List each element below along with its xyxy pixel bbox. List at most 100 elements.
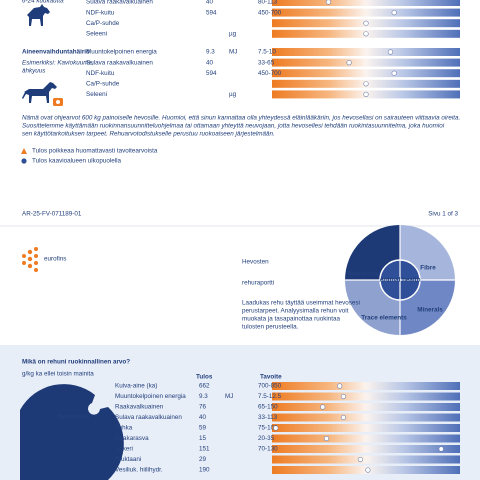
row-target: 33-65 xyxy=(258,59,275,66)
row-target: 65-150 xyxy=(258,404,278,411)
row-label: Raakarasva xyxy=(115,435,149,442)
result-dot xyxy=(363,31,369,37)
range-bar xyxy=(272,392,460,401)
puzzle-label: Fibre xyxy=(420,265,436,272)
result-dot xyxy=(391,70,397,76)
column-header: Tavoite xyxy=(260,374,282,381)
range-bar xyxy=(272,0,460,6)
horse-icon xyxy=(22,82,57,103)
group-subtitle: 6-24 kuukautta xyxy=(22,0,64,5)
report-description: muokata ja tasapainottaa ruokintaa xyxy=(242,316,341,323)
row-label: Sokeri xyxy=(115,446,133,453)
row-target: 7.5-12.5 xyxy=(258,393,282,400)
row-label: Seleeni xyxy=(86,30,107,37)
row-result: 29 xyxy=(199,456,207,463)
row-label: Ca/P-suhde xyxy=(86,80,120,87)
result-dot xyxy=(337,383,343,389)
row-target: 450-700 xyxy=(258,70,282,77)
row-target: 75-100 xyxy=(258,425,278,432)
row-unit: MJ xyxy=(225,393,233,400)
range-bar xyxy=(272,48,460,56)
row-result: 594 xyxy=(206,70,217,77)
badge-icon xyxy=(56,100,60,104)
row-label: Seleeni xyxy=(86,91,107,98)
row-result: 662 xyxy=(199,383,210,390)
row-label: Tuhka xyxy=(115,425,133,432)
row-label: Kuiva-aine (ka) xyxy=(115,383,157,390)
footer-page: Sivu 1 of 3 xyxy=(428,211,458,218)
report-description: Laadukas rehu täyttää useimmat hevosesi xyxy=(242,300,360,307)
result-dot xyxy=(438,446,444,452)
report-title: rehuraportti xyxy=(242,280,274,287)
logo-text: eurofins xyxy=(44,256,66,263)
column-header: Tulos xyxy=(196,374,213,381)
row-result: 40 xyxy=(206,59,214,66)
row-target: 70-130 xyxy=(258,446,278,453)
range-bar xyxy=(272,69,460,78)
row-label: Fruktaani xyxy=(115,456,141,463)
row-label: Sulava raakavalkuainen xyxy=(86,59,153,66)
group-subtitle: Esimerkiksi: Kaviokuume, xyxy=(22,60,94,67)
row-target: 80-113 xyxy=(258,0,278,6)
result-dot xyxy=(391,10,397,16)
result-dot xyxy=(340,393,347,400)
row-unit: MJ xyxy=(229,49,237,56)
result-dot xyxy=(363,91,369,97)
result-dot xyxy=(357,456,363,463)
result-dot xyxy=(346,59,352,66)
footer-code: AR-25-FV-071189-01 xyxy=(22,211,82,218)
result-dot xyxy=(320,404,326,410)
horse-icon xyxy=(27,4,50,26)
row-result: 190 xyxy=(199,467,210,474)
row-result: 151 xyxy=(199,446,210,453)
result-dot xyxy=(340,414,347,421)
note-text: Suosittelemme käyttämään ruokinnansuunni… xyxy=(22,123,445,130)
row-label: Ca/P-suhde xyxy=(86,20,120,27)
puzzle-label: Trace elements xyxy=(361,315,407,322)
row-result: 9.3 xyxy=(206,49,215,56)
report-description: perustarpeet. Analyysimalla rehun voit xyxy=(242,308,349,315)
row-target: 450-700 xyxy=(258,9,282,16)
logo-mark xyxy=(22,247,38,272)
row-label: Muuntokelpoinen energia xyxy=(86,49,157,56)
result-dot xyxy=(325,0,331,5)
row-target: 20-35 xyxy=(258,435,275,442)
row-unit: µg xyxy=(229,30,237,37)
result-dot xyxy=(365,467,371,473)
range-bar xyxy=(272,58,460,67)
puzzle-label: Nutritional xyxy=(348,271,380,278)
row-label: Sulava raakavalkuainen xyxy=(115,414,182,421)
result-dot xyxy=(363,20,369,26)
row-unit: µg xyxy=(229,91,237,98)
result-dot xyxy=(323,435,330,442)
legend-text: Tulos poikkeaa huomattavasti tavoitearvo… xyxy=(32,148,158,155)
row-result: 9.3 xyxy=(199,393,208,400)
section-heading: Mikä on rehuni ruokinnallinen arvo? xyxy=(22,359,130,366)
group-subtitle: ähkyuus xyxy=(22,68,46,75)
row-result: 40 xyxy=(199,414,207,421)
puzzle-label: Nutritional xyxy=(58,414,90,421)
legend-text: Tulos kaavioalueen ulkopuolella xyxy=(32,158,122,165)
row-target: 7.5-10 xyxy=(258,49,276,56)
row-result: 76 xyxy=(199,404,207,411)
range-bar xyxy=(272,403,460,411)
row-label: Muuntokelpoinen energia xyxy=(115,393,186,400)
note-text: Nämä ovat ohjearvot 600 kg painoiselle h… xyxy=(22,115,460,122)
range-bar xyxy=(272,434,460,443)
report-description: tulosten perusteella. xyxy=(242,324,299,331)
puzzle-label: Animal health xyxy=(379,277,420,284)
group-title: Aineenvaihduntahäiriö xyxy=(22,49,90,56)
legend-triangle xyxy=(21,148,27,154)
unit-note: g/kg ka ellei toisin mainita xyxy=(22,371,94,378)
row-label: NDF-kuitu xyxy=(86,70,115,77)
row-target: 33-113 xyxy=(258,414,278,421)
row-label: NDF-kuitu xyxy=(86,9,115,16)
result-dot xyxy=(273,425,279,431)
legend-dot xyxy=(21,158,27,164)
note-text: sen käyttötarkoituksen tarpeet. Rehuarvo… xyxy=(22,131,275,138)
range-bar xyxy=(272,413,460,422)
range-bar xyxy=(272,455,460,464)
range-bar xyxy=(272,8,460,17)
